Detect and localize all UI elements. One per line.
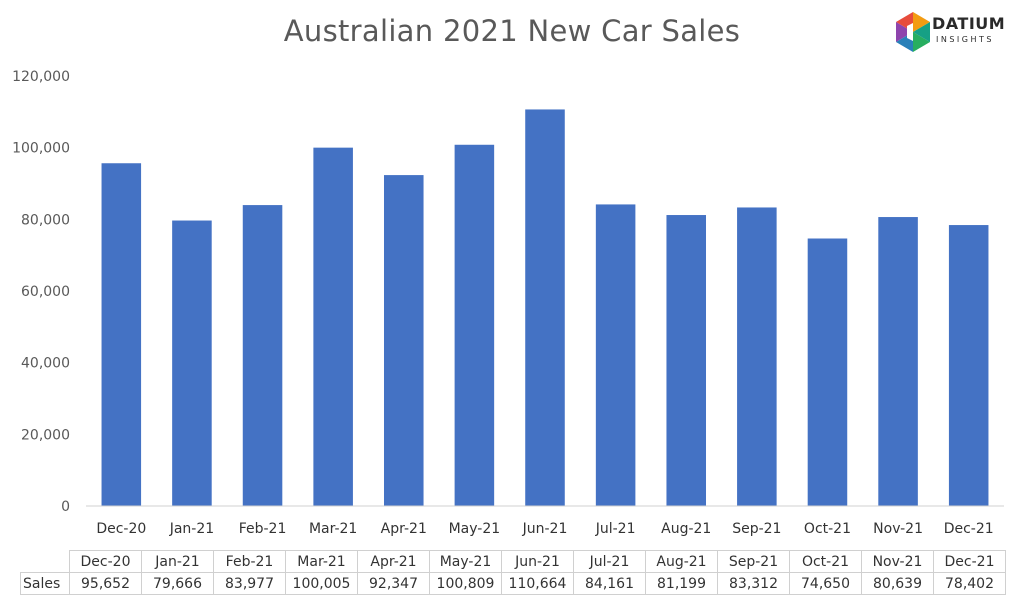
logo-tagline: INSIGHTS (936, 35, 994, 44)
x-tick-label: Sep-21 (732, 521, 781, 537)
table-value-cell: 95,652 (69, 572, 142, 595)
bar (454, 144, 495, 506)
table-header-cell: Nov-21 (861, 550, 934, 573)
bar (172, 220, 212, 507)
table-header-cell: Jul-21 (573, 550, 646, 573)
x-tick-label: Mar-21 (309, 521, 357, 537)
bar (807, 238, 848, 507)
bar (737, 207, 777, 506)
x-tick-label: Apr-21 (381, 521, 427, 537)
bar (595, 204, 636, 506)
x-tick-label: May-21 (449, 521, 501, 537)
x-tick-label: Jun-21 (522, 521, 568, 537)
y-axis: 0 20,000 40,000 60,000 80,000 100,000 120,000 (12, 69, 70, 515)
datium-logo-icon (896, 12, 930, 52)
x-tick-label: Aug-21 (661, 521, 711, 537)
x-tick-label: Dec-20 (96, 521, 146, 537)
x-tick-label: Feb-21 (239, 521, 287, 537)
y-tick-label: 20,000 (21, 427, 70, 443)
table-header-cell: Dec-20 (69, 550, 142, 573)
x-axis: Dec-20 Jan-21 Feb-21 Mar-21 Apr-21 May-21 Jun-… (96, 521, 993, 537)
y-tick-label: 120,000 (12, 69, 70, 85)
x-tick-label: Nov-21 (873, 521, 923, 537)
table-value-cell: 84,161 (573, 572, 646, 595)
x-tick-label: Dec-21 (944, 521, 994, 537)
x-tick-label: Oct-21 (804, 521, 851, 537)
bar (525, 109, 565, 506)
table-value-cell: 100,005 (285, 572, 358, 595)
table-header-row: Dec-20 Jan-21 Feb-21 Mar-21 Apr-21 May-21 Jun-… (20, 550, 1006, 573)
table-value-cell: 83,977 (213, 572, 286, 595)
chart-title: Australian 2021 New Car Sales (283, 14, 741, 48)
bar (242, 205, 283, 507)
bars (101, 109, 989, 507)
table-value-cell: 80,639 (861, 572, 934, 595)
bar (383, 175, 424, 507)
y-tick-label: 80,000 (21, 212, 70, 228)
table-header-cell: Mar-21 (285, 550, 358, 573)
data-table: Dec-20 Jan-21 Feb-21 Mar-21 Apr-21 May-21 Jun-… (20, 550, 1006, 595)
table-value-cell: 110,664 (501, 572, 574, 595)
table-series-label: Sales (20, 572, 70, 595)
bar (666, 215, 707, 506)
table-header-cell: Dec-21 (933, 550, 1006, 573)
y-tick-label: 100,000 (12, 141, 70, 157)
bar-chart: 020,00040,00060,00080,000100,000120,000 … (12, 69, 1004, 537)
y-tick-label: 40,000 (21, 356, 70, 372)
table-header-cell: Sep-21 (717, 550, 790, 573)
y-tick-label: 0 (61, 499, 70, 515)
table-value-cell: 79,666 (141, 572, 214, 595)
datium-logo: DATIUM INSIGHTS (896, 12, 1016, 54)
table-header-cell: Oct-21 (789, 550, 862, 573)
table-header-cell: Jan-21 (141, 550, 214, 573)
table-value-cell: 83,312 (717, 572, 790, 595)
logo-name: DATIUM (932, 14, 1006, 33)
table-header-cell: May-21 (429, 550, 502, 573)
table-value-cell: 74,650 (789, 572, 862, 595)
bar (948, 225, 989, 506)
x-tick-label: Jul-21 (595, 521, 636, 537)
table-header-cell: Jun-21 (501, 550, 574, 573)
bar (101, 163, 142, 506)
table-value-cell: 92,347 (357, 572, 430, 595)
table-header-cell: Apr-21 (357, 550, 430, 573)
table-value-cell: 81,199 (645, 572, 718, 595)
bar (878, 217, 918, 506)
table-value-cell: 100,809 (429, 572, 502, 595)
table-header-cell: Feb-21 (213, 550, 286, 573)
x-tick-label: Jan-21 (169, 521, 214, 537)
bar (313, 147, 353, 506)
table-value-cell: 78,402 (933, 572, 1006, 595)
table-corner (20, 550, 70, 573)
y-tick-label: 60,000 (21, 284, 70, 300)
table-row: Sales 95,652 79,666 83,977 100,005 92,347 100… (20, 572, 1006, 595)
table-header-cell: Aug-21 (645, 550, 718, 573)
